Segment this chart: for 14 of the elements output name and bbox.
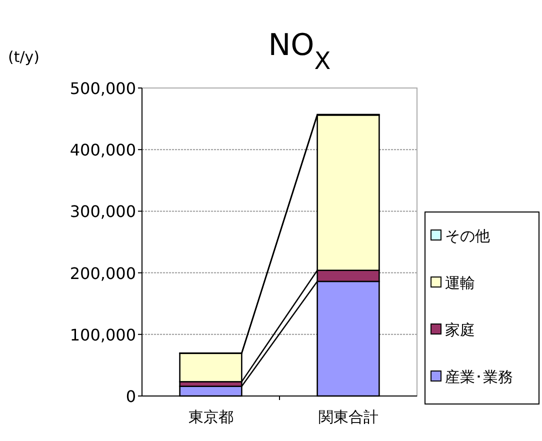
legend-label: 家庭 <box>445 321 475 339</box>
legend-label: 産業･業務 <box>445 368 513 386</box>
y-tick-label: 100,000 <box>70 325 136 344</box>
y-axis-title: (t/y) <box>8 48 40 66</box>
x-tick-label: 関東合計 <box>318 408 378 426</box>
legend-label: その他 <box>445 227 490 245</box>
y-tick-label: 0 <box>126 387 136 406</box>
y-tick-label: 400,000 <box>70 140 136 160</box>
x-tick-label: 東京都 <box>188 408 234 426</box>
y-tick-label: 200,000 <box>70 264 136 283</box>
legend-label: 運輸 <box>445 274 475 292</box>
y-tick-label: 500,000 <box>70 79 136 98</box>
y-tick-label: 300,000 <box>70 202 136 222</box>
chart-title: NO$_{X}$ <box>268 28 331 75</box>
